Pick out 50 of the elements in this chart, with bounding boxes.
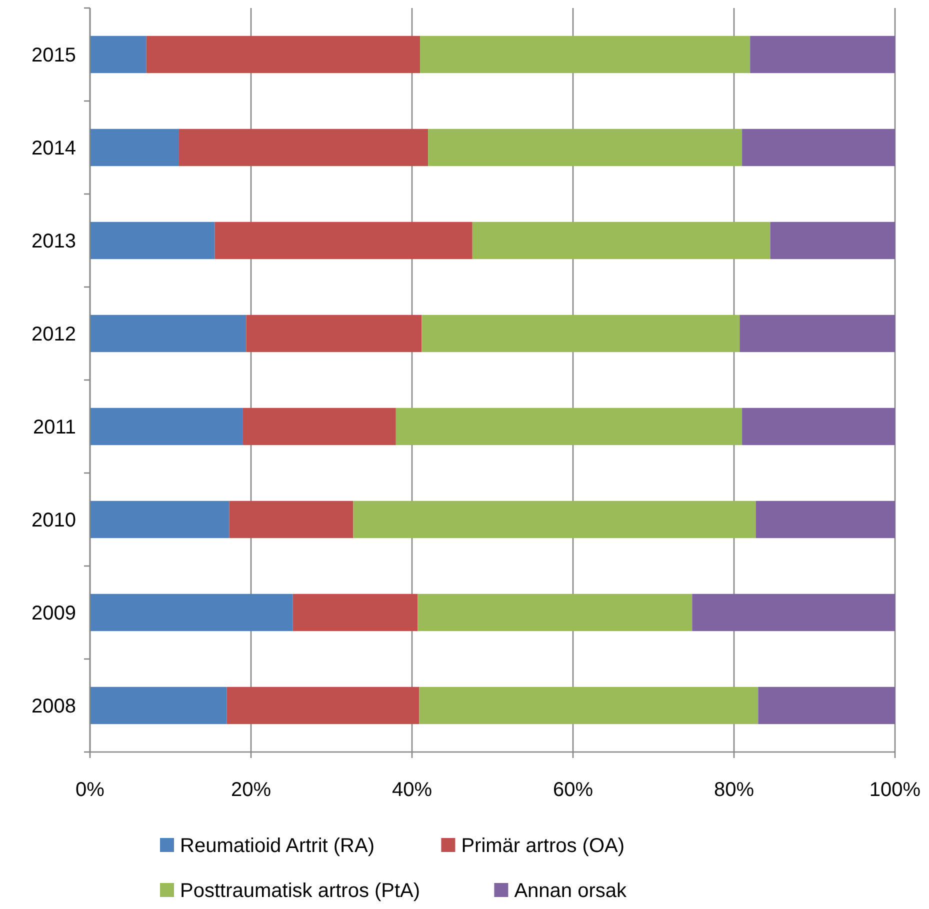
bar (229, 500, 354, 538)
x-tick-label: 100% (869, 779, 921, 801)
bar (419, 686, 758, 724)
bar (246, 314, 422, 352)
bar (420, 36, 750, 74)
bar (226, 686, 420, 724)
bar (214, 222, 472, 260)
x-tick-label: 20% (230, 779, 272, 801)
bar (750, 36, 895, 74)
y-tick-label: 2013 (32, 230, 76, 252)
bar (758, 686, 895, 724)
y-tick-label: 2014 (32, 138, 76, 160)
bar (146, 36, 420, 74)
bar (422, 314, 740, 352)
bar (90, 500, 230, 538)
x-tick-label: 60% (552, 779, 594, 801)
bar (292, 594, 418, 632)
bar (742, 128, 895, 166)
bar (353, 500, 756, 538)
bar (90, 128, 179, 166)
legend-label: Primär artros (OA) (461, 835, 625, 857)
legend-label: Posttraumatisk artros (PtA) (180, 880, 420, 902)
bar (90, 594, 293, 632)
bar (756, 500, 895, 538)
bar (396, 408, 742, 446)
bar (90, 314, 246, 352)
bar (90, 686, 227, 724)
bar (178, 128, 428, 166)
x-tick-label: 80% (714, 779, 754, 801)
bar (90, 408, 243, 446)
bar (692, 594, 895, 632)
y-tick-label: 2012 (32, 324, 76, 346)
bar (472, 222, 770, 260)
bar (770, 222, 895, 260)
y-tick-label: 2009 (32, 602, 76, 624)
y-tick-label: 2008 (32, 696, 76, 718)
legend-label: Annan orsak (514, 880, 628, 902)
bar (742, 408, 895, 446)
bar (740, 314, 895, 352)
y-tick-label: 2010 (32, 510, 76, 532)
bar (428, 128, 742, 166)
bar (90, 36, 146, 74)
y-tick-label: 2015 (32, 44, 76, 66)
y-tick-label: 2011 (32, 416, 76, 438)
x-tick-label: 0% (76, 779, 105, 801)
legend-label: Reumatioid Artrit (RA) (180, 835, 374, 857)
bar (242, 408, 396, 446)
x-tick-label: 40% (392, 779, 432, 801)
bar (418, 594, 692, 632)
bar (90, 222, 215, 260)
